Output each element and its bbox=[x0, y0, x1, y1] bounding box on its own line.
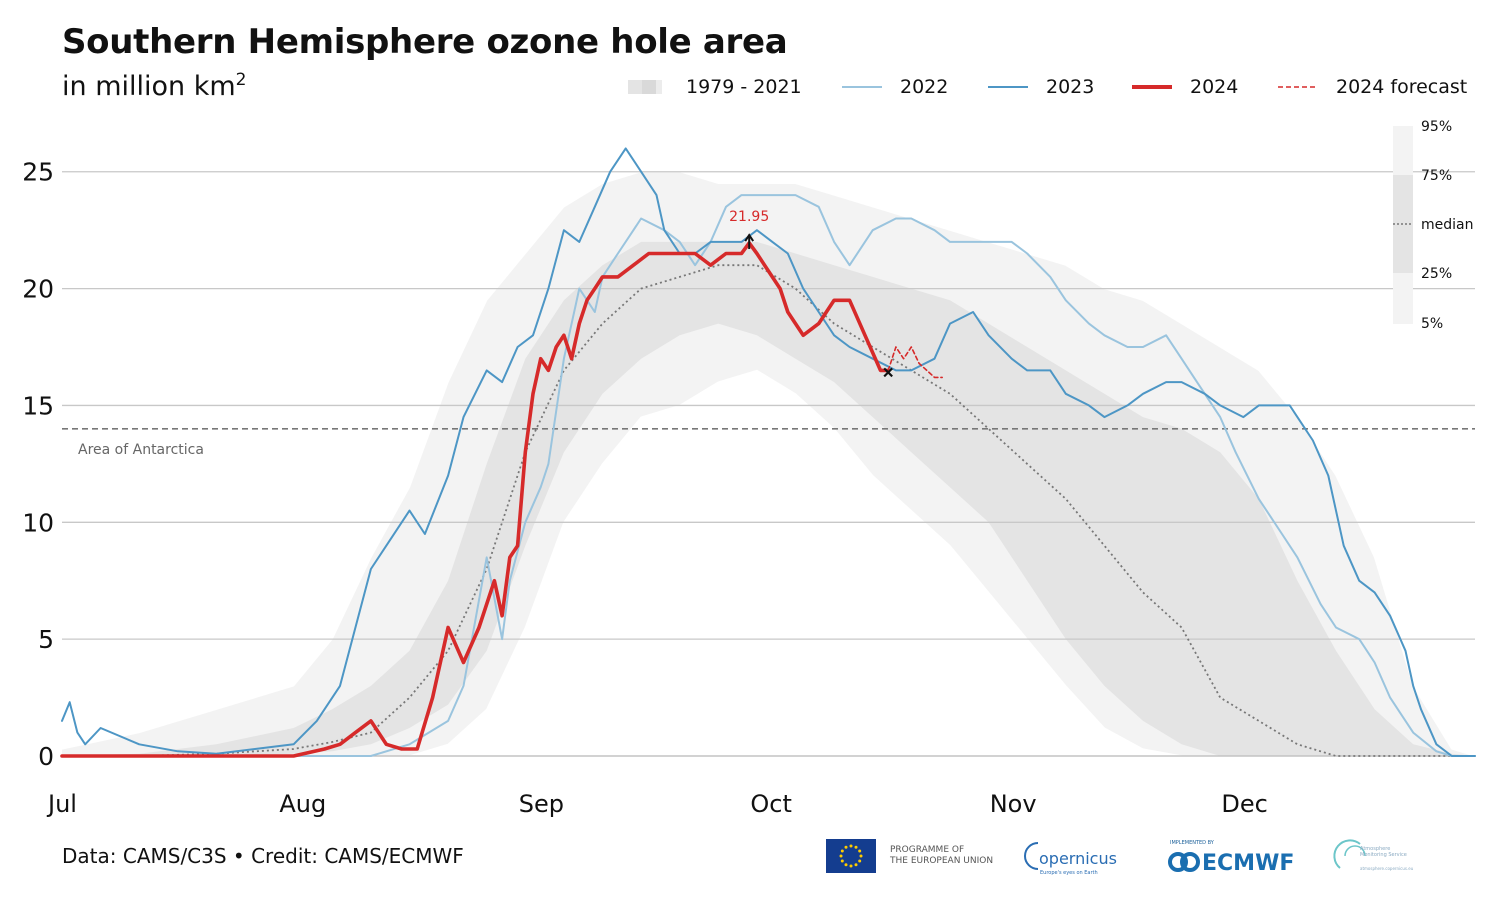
ams-line3: atmosphere.copernicus.eu bbox=[1360, 866, 1414, 871]
band-edge-p95 bbox=[61, 171, 1476, 757]
ams-line2: Monitoring Service bbox=[1360, 852, 1407, 858]
x-tick-label: Jul bbox=[46, 790, 77, 818]
y-tick-label: 15 bbox=[22, 391, 54, 420]
logo-strip: PROGRAMME OF THE EUROPEAN UNION opernicu… bbox=[826, 839, 1414, 876]
eu-star bbox=[858, 849, 862, 853]
copernicus-logo: opernicus Europe's eyes on Earth bbox=[1024, 842, 1117, 876]
eu-flag-logo bbox=[826, 839, 876, 873]
chart-subtitle: in million km2 bbox=[62, 70, 246, 102]
percentile-label: 5% bbox=[1421, 316, 1443, 332]
eu-star bbox=[839, 854, 843, 858]
legend-label: 2024 bbox=[1190, 76, 1239, 98]
x-tick-label: Oct bbox=[750, 790, 792, 818]
copernicus-wordmark: opernicus bbox=[1039, 849, 1117, 868]
legend-swatch bbox=[1278, 86, 1318, 88]
median-line bbox=[62, 264, 1475, 757]
series-line-2022 bbox=[61, 194, 1476, 757]
band-25-75 bbox=[62, 241, 1475, 756]
legend-swatch bbox=[988, 86, 1028, 88]
eu-programme-line2: THE EUROPEAN UNION bbox=[889, 856, 993, 866]
legend-swatch bbox=[628, 80, 662, 94]
ams-line1: Atmosphere bbox=[1360, 846, 1390, 852]
percentile-label: 95% bbox=[1421, 119, 1452, 135]
eu-star bbox=[859, 854, 863, 858]
x-tick-label: Dec bbox=[1221, 790, 1267, 818]
y-tick-label: 0 bbox=[38, 742, 54, 771]
y-tick-label: 5 bbox=[38, 625, 54, 654]
eu-star bbox=[840, 849, 844, 853]
legend: 1979 - 2021 2022 2023 2024 2024 forecast bbox=[620, 74, 1480, 100]
antarctica-label: Area of Antarctica bbox=[78, 442, 204, 458]
data-credit: Data: CAMS/C3S • Credit: CAMS/ECMWF bbox=[62, 844, 464, 868]
series-line-2024 bbox=[60, 241, 890, 758]
x-tick-label: Sep bbox=[519, 790, 564, 818]
y-tick-label: 10 bbox=[22, 508, 54, 537]
atmosphere-monitoring-logo: Atmosphere Monitoring Service atmosphere… bbox=[1333, 839, 1414, 871]
last-observation-marker bbox=[883, 367, 893, 378]
x-tick-label: Nov bbox=[990, 790, 1037, 818]
y-tick-label: 25 bbox=[22, 158, 54, 187]
eu-star bbox=[849, 864, 853, 868]
series-line-2023 bbox=[61, 147, 1476, 757]
legend-label: 2022 bbox=[900, 76, 949, 98]
legend-swatch bbox=[842, 86, 882, 88]
eu-star bbox=[849, 844, 853, 848]
percentile-label: 75% bbox=[1421, 168, 1452, 184]
peak-arrow-head bbox=[744, 233, 755, 242]
percentile-legend: 95% 75% median 25% 5% bbox=[1393, 119, 1473, 332]
percentile-label: median bbox=[1421, 217, 1473, 233]
eu-star bbox=[844, 845, 848, 849]
percentile-label: 25% bbox=[1421, 266, 1452, 282]
legend-label: 2024 forecast bbox=[1336, 76, 1468, 98]
copernicus-tagline: Europe's eyes on Earth bbox=[1040, 870, 1098, 876]
eu-star bbox=[858, 859, 862, 863]
ecmwf-implemented-by: IMPLEMENTED BY bbox=[1170, 840, 1215, 846]
x-tick-label: Aug bbox=[279, 790, 326, 818]
peak-value-label: 21.95 bbox=[729, 209, 769, 225]
y-tick-label: 20 bbox=[22, 275, 54, 304]
chart-title: Southern Hemisphere ozone hole area bbox=[62, 22, 788, 62]
ecmwf-logo: IMPLEMENTED BY ECMWF bbox=[1168, 840, 1294, 876]
legend-label: 2023 bbox=[1046, 76, 1095, 98]
legend-label: 1979 - 2021 bbox=[686, 76, 802, 98]
subtitle-superscript: 2 bbox=[235, 70, 247, 90]
eu-star bbox=[854, 845, 858, 849]
ecmwf-wordmark: ECMWF bbox=[1202, 851, 1294, 876]
legend-swatch bbox=[1132, 85, 1172, 89]
subtitle-text: in million km bbox=[62, 71, 236, 102]
eu-star bbox=[840, 859, 844, 863]
eu-programme-line1: PROGRAMME OF bbox=[890, 845, 964, 855]
eu-star bbox=[854, 863, 858, 867]
eu-star bbox=[844, 863, 848, 867]
